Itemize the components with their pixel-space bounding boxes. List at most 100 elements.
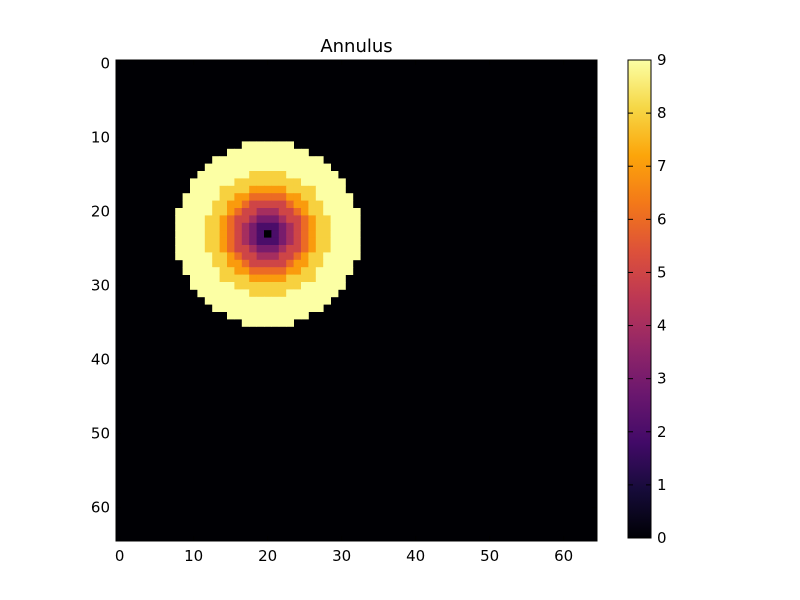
heatmap-cell [286, 245, 294, 253]
heatmap-cell [278, 222, 287, 231]
heatmap-cell [330, 230, 339, 238]
heatmap-cell [256, 319, 265, 327]
heatmap-cell [241, 200, 250, 209]
heatmap-cell [352, 230, 361, 238]
heatmap-cell [293, 245, 302, 253]
heatmap-cell [249, 208, 257, 216]
heatmap-cell [256, 178, 265, 187]
heatmap-cell [338, 200, 346, 209]
heatmap-cell [264, 215, 272, 224]
heatmap-cell [330, 215, 339, 224]
colorbar-tick-label: 2 [657, 423, 667, 441]
heatmap-cell [271, 185, 280, 194]
heatmap-cell [308, 185, 317, 194]
colorbar-ticks: 0 1 2 3 4 5 6 7 8 9 [628, 51, 667, 547]
heatmap-cell [271, 296, 280, 305]
heatmap-cell [241, 148, 250, 157]
heatmap-cell [227, 148, 235, 157]
heatmap-cell [308, 304, 317, 312]
heatmap-cell [323, 215, 331, 224]
heatmap-cell [301, 222, 309, 231]
heatmap-cell [271, 237, 280, 246]
heatmap-cell [286, 304, 294, 312]
heatmap-cell [308, 222, 317, 231]
heatmap-cell [197, 193, 206, 201]
heatmap-cell [278, 193, 287, 201]
heatmap-cell [315, 208, 324, 216]
heatmap-cell [234, 289, 243, 298]
heatmap-cell [234, 237, 243, 246]
heatmap-cell [315, 171, 324, 179]
colorbar-tick-label: 9 [657, 51, 667, 69]
heatmap-cell [204, 282, 213, 290]
heatmap-cell [227, 245, 235, 253]
x-tick-label: 40 [406, 547, 425, 565]
heatmap-cell [264, 252, 272, 261]
heatmap-cell [175, 237, 183, 246]
heatmap-cell [249, 222, 257, 231]
heatmap-cell [241, 311, 250, 320]
heatmap-cell [190, 208, 198, 216]
heatmap-cell [308, 296, 317, 305]
heatmap-cell [315, 267, 324, 275]
heatmap-cell [197, 215, 206, 224]
heatmap-cell [219, 274, 228, 283]
heatmap-cell [204, 252, 213, 261]
heatmap-cell [249, 171, 257, 179]
heatmap-cell [286, 296, 294, 305]
heatmap-cell [301, 148, 309, 157]
heatmap-cell [241, 215, 250, 224]
heatmap-cell [264, 274, 272, 283]
heatmap-cell [315, 215, 324, 224]
heatmap-cell [256, 274, 265, 283]
heatmap-cell [227, 200, 235, 209]
heatmap-cell [301, 156, 309, 164]
heatmap-cell [308, 245, 317, 253]
heatmap-cell [234, 148, 243, 157]
heatmap-cell [241, 289, 250, 298]
heatmap-cell [234, 215, 243, 224]
heatmap-cell [241, 185, 250, 194]
heatmap-cell [204, 245, 213, 253]
heatmap-cell [293, 208, 302, 216]
heatmap-cell [330, 171, 339, 179]
heatmap-cell [219, 304, 228, 312]
heatmap-cell [308, 289, 317, 298]
heatmap-cell [249, 200, 257, 209]
heatmap-cell [271, 200, 280, 209]
heatmap-cell [234, 185, 243, 194]
heatmap-cell [345, 200, 354, 209]
heatmap-cell [219, 230, 228, 238]
heatmap-cell [330, 282, 339, 290]
heatmap-cell [323, 282, 331, 290]
heatmap-cell [352, 208, 361, 216]
heatmap-cell [256, 156, 265, 164]
heatmap-cell [241, 193, 250, 201]
heatmap-cell [301, 267, 309, 275]
heatmap-cell [293, 311, 302, 320]
heatmap-cell [197, 289, 206, 298]
heatmap-cell [278, 311, 287, 320]
heatmap-cell [323, 245, 331, 253]
heatmap-cell [308, 267, 317, 275]
heatmap-cell [301, 193, 309, 201]
heatmap-cell [219, 296, 228, 305]
colorbar-tick-label: 8 [657, 104, 667, 122]
heatmap-cell [301, 311, 309, 320]
heatmap-cell [249, 267, 257, 275]
heatmap-cell [301, 245, 309, 253]
heatmap-cell [338, 185, 346, 194]
heatmap-cell [278, 163, 287, 172]
heatmap-cell [308, 178, 317, 187]
x-tick-label: 30 [332, 547, 351, 565]
heatmap-cell [301, 296, 309, 305]
heatmap-cell [338, 222, 346, 231]
heatmap-cell [234, 304, 243, 312]
heatmap-cell [197, 200, 206, 209]
heatmap-cell [315, 274, 324, 283]
heatmap-cell [219, 171, 228, 179]
heatmap-cell [352, 222, 361, 231]
heatmap-cell [278, 252, 287, 261]
heatmap-cell [338, 274, 346, 283]
